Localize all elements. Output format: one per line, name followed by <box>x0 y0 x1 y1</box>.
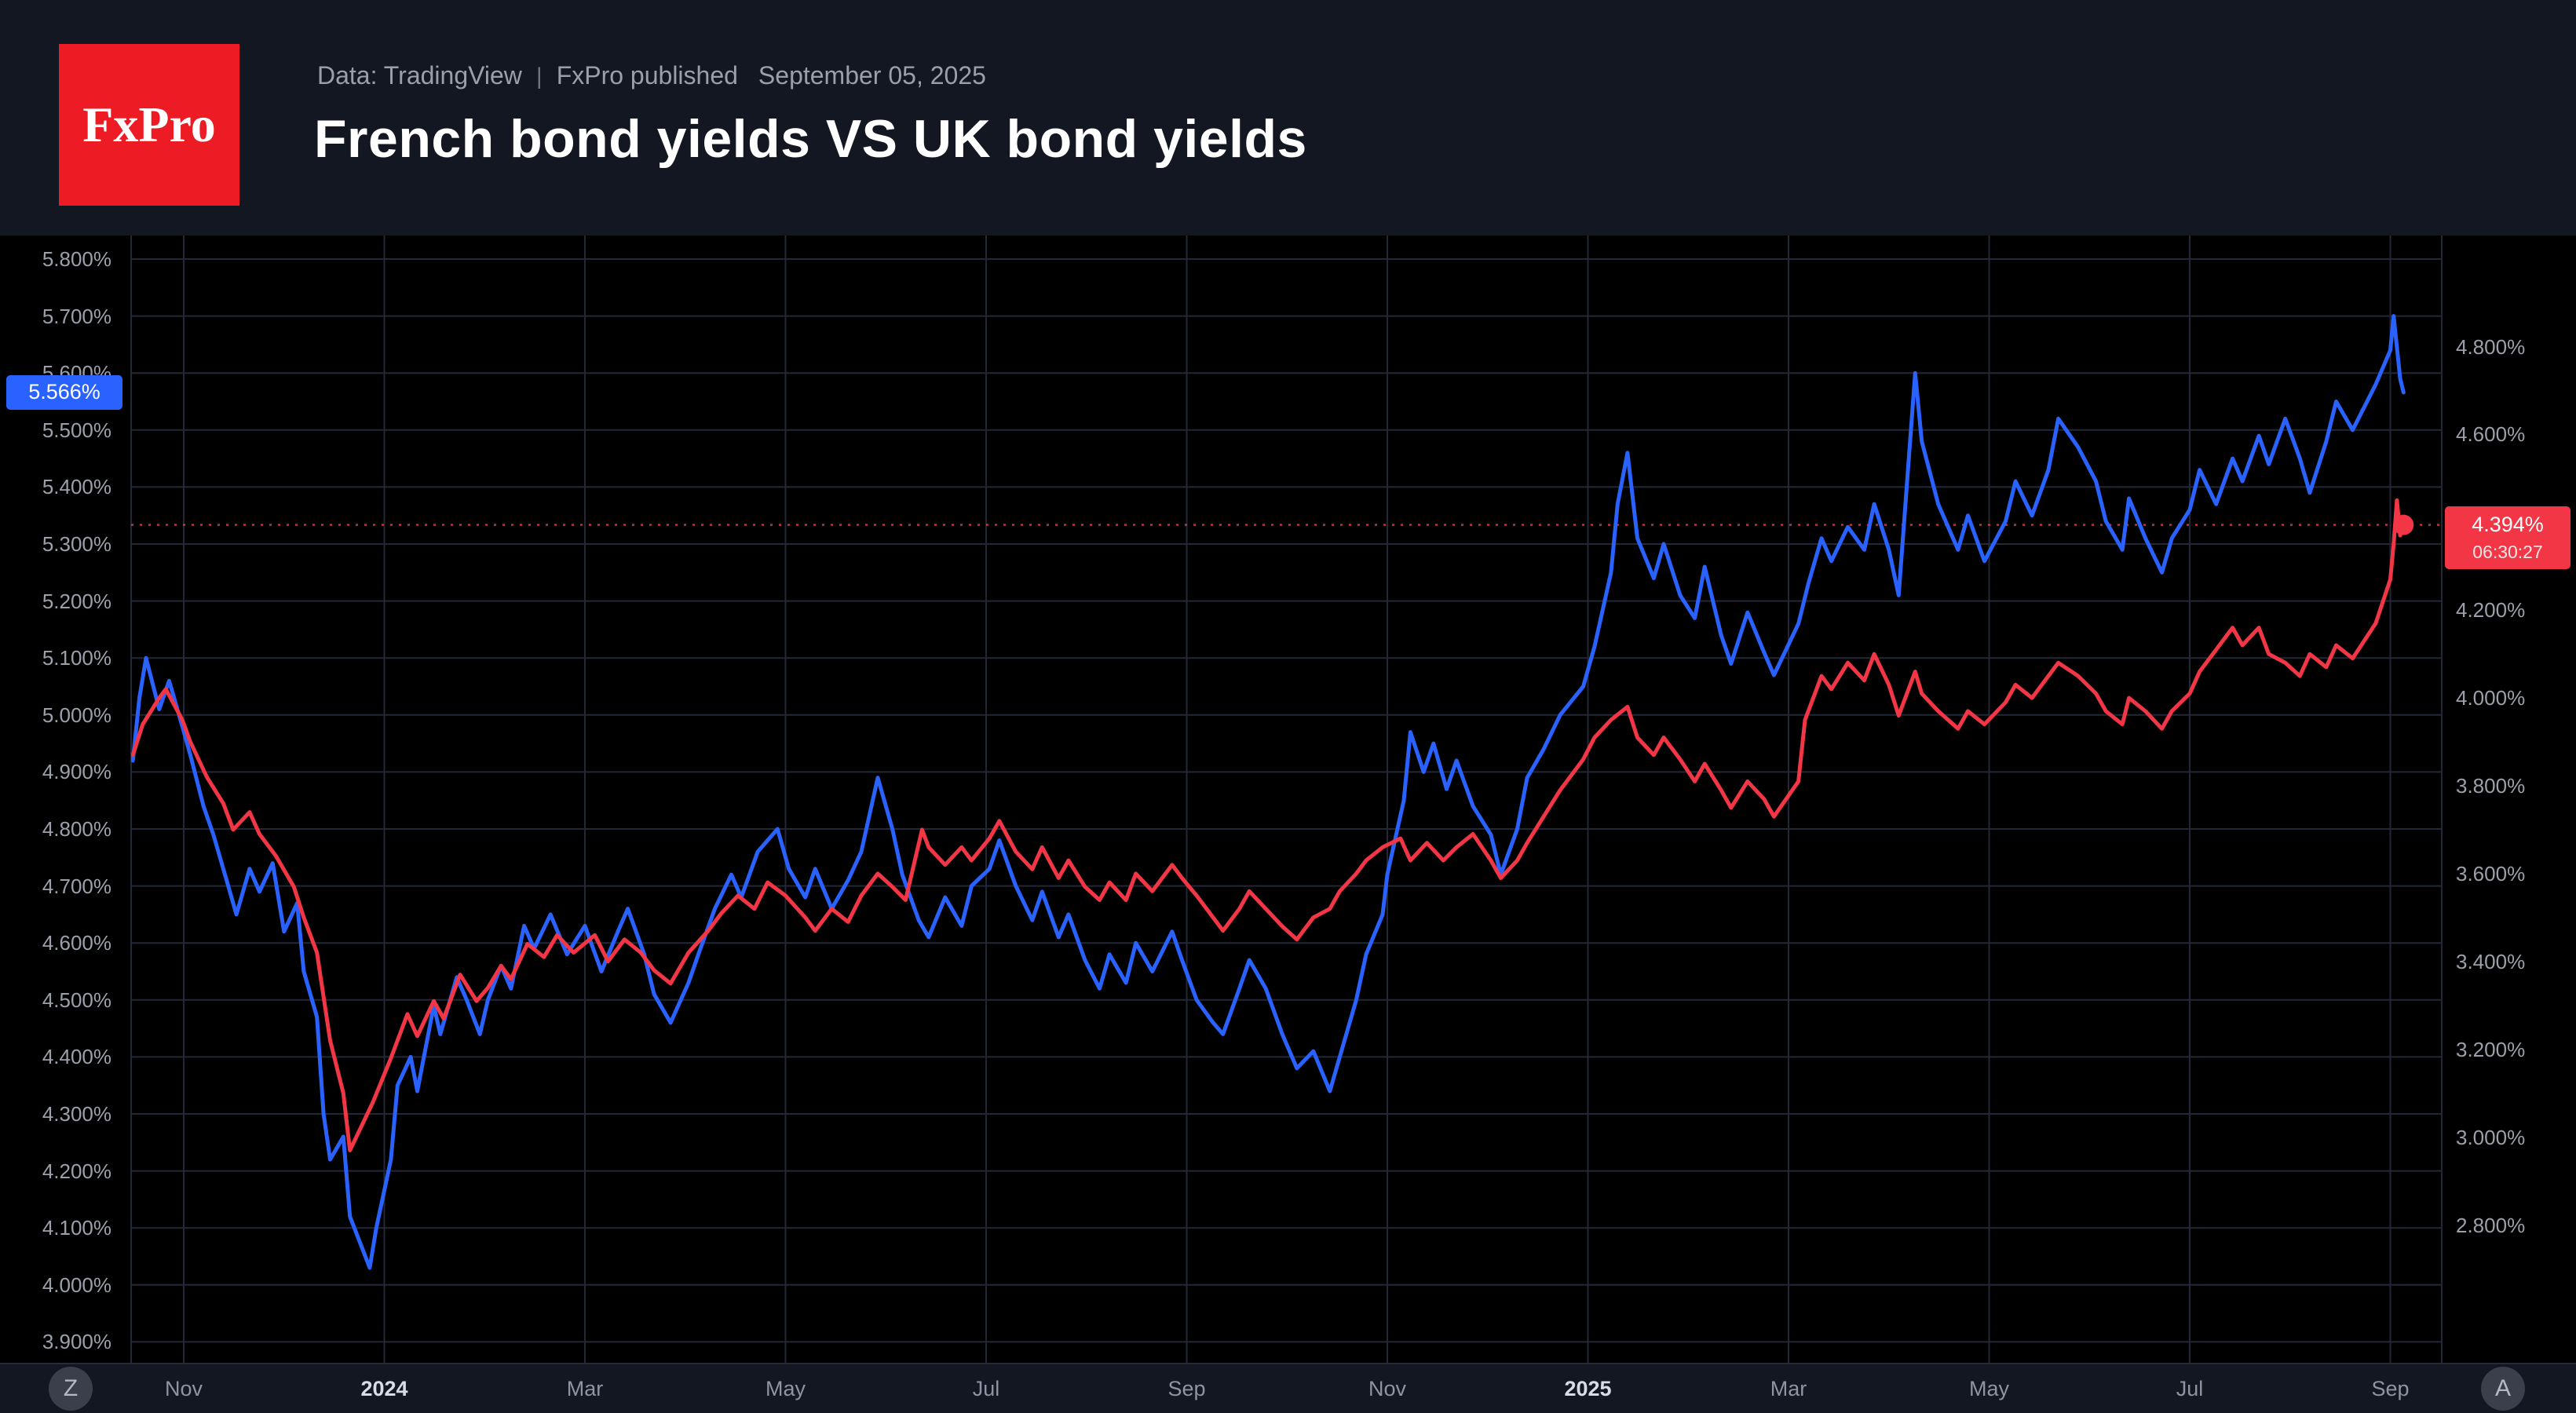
auto-scale-badge[interactable]: A <box>2481 1367 2525 1411</box>
time-axis-tick: Jul <box>2176 1377 2204 1400</box>
right-axis-tick: 3.000% <box>2456 1125 2526 1149</box>
time-axis-tick: 2025 <box>1564 1377 1612 1400</box>
time-axis-tick: Nov <box>164 1377 203 1400</box>
fxpro-logo-text: FxPro <box>82 97 216 152</box>
left-axis-tick: 5.300% <box>42 532 111 556</box>
time-axis-tick: Jul <box>972 1377 1000 1400</box>
left-axis-tick: 5.400% <box>42 475 111 499</box>
france-last-price-value: 4.394% <box>2472 512 2544 536</box>
time-axis-tick: Sep <box>1167 1377 1206 1400</box>
right-axis-tick: 3.800% <box>2456 774 2526 798</box>
timezone-badge-letter: Z <box>63 1375 79 1401</box>
timezone-badge[interactable]: Z <box>49 1367 93 1411</box>
left-axis-tick: 3.900% <box>42 1330 111 1354</box>
left-axis-tick: 5.700% <box>42 304 111 328</box>
header: FxPro Data: TradingView | FxPro publishe… <box>0 0 2576 236</box>
chart-svg[interactable] <box>0 236 2576 1363</box>
uk-last-price-label: 5.566% <box>6 374 122 410</box>
time-axis-tick: Mar <box>1770 1377 1807 1400</box>
left-axis-tick: 4.300% <box>42 1102 111 1126</box>
left-axis-tick: 5.200% <box>42 589 111 613</box>
right-axis-tick: 3.400% <box>2456 949 2526 973</box>
left-axis-tick: 4.100% <box>42 1216 111 1240</box>
time-axis-tick: May <box>765 1377 806 1400</box>
right-price-axis[interactable]: 4.800%4.600%4.400%4.200%4.000%3.800%3.60… <box>2451 236 2576 1363</box>
left-axis-tick: 4.600% <box>42 931 111 955</box>
right-axis-tick: 4.000% <box>2456 686 2526 710</box>
chart-title: French bond yields VS UK bond yields <box>314 109 1307 169</box>
france-last-point-marker <box>2393 514 2414 535</box>
time-axis-tick: 2024 <box>360 1377 408 1400</box>
time-axis[interactable]: Z A Nov 2024 Mar May Jul Sep Nov 2025 Mar May Jul S… <box>0 1363 2576 1413</box>
fxpro-logo: FxPro <box>59 44 239 206</box>
left-axis-tick: 4.000% <box>42 1272 111 1297</box>
source-divider: | <box>535 64 543 89</box>
time-axis-tick: Mar <box>566 1377 604 1400</box>
left-price-axis[interactable]: 5.800% 5.700% 5.600% 5.500% 5.400% 5.300% 5.20… <box>0 236 119 1363</box>
publisher-label: FxPro published <box>556 61 738 89</box>
data-source-label: Data: TradingView <box>317 61 522 89</box>
left-axis-tick: 4.700% <box>42 874 111 898</box>
uk-last-price-value: 5.566% <box>28 380 100 404</box>
time-axis-tick: Sep <box>2371 1377 2410 1400</box>
right-axis-tick: 3.600% <box>2456 861 2526 885</box>
left-axis-tick: 4.900% <box>42 760 111 784</box>
grid <box>131 236 2442 1363</box>
left-axis-tick: 5.100% <box>42 646 111 670</box>
left-axis-tick: 4.200% <box>42 1159 111 1183</box>
right-axis-tick: 3.200% <box>2456 1037 2526 1061</box>
time-axis-tick: Nov <box>1368 1377 1406 1400</box>
uk-bond-yields-line <box>131 314 2406 1270</box>
left-axis-tick: 4.400% <box>42 1045 111 1069</box>
right-axis-tick: 4.600% <box>2456 422 2526 447</box>
countdown-timer: 06:30:27 <box>2472 541 2543 562</box>
time-axis-tick: May <box>1968 1377 2009 1400</box>
source-line: Data: TradingView | FxPro published Sept… <box>317 61 986 90</box>
left-axis-tick: 5.000% <box>42 703 111 727</box>
france-last-price-label: 4.394% 06:30:27 <box>2445 506 2571 569</box>
left-axis-tick: 4.800% <box>42 817 111 841</box>
right-axis-tick: 4.200% <box>2456 598 2526 623</box>
right-axis-tick: 4.800% <box>2456 334 2526 359</box>
left-axis-tick: 5.500% <box>42 418 111 442</box>
publish-date: September 05, 2025 <box>758 61 986 89</box>
right-axis-tick: 2.800% <box>2456 1213 2526 1237</box>
french-bond-yields-line <box>131 498 2406 1152</box>
auto-scale-badge-letter: A <box>2494 1375 2511 1401</box>
left-axis-tick: 5.800% <box>42 247 111 271</box>
left-axis-tick: 4.500% <box>42 988 111 1012</box>
